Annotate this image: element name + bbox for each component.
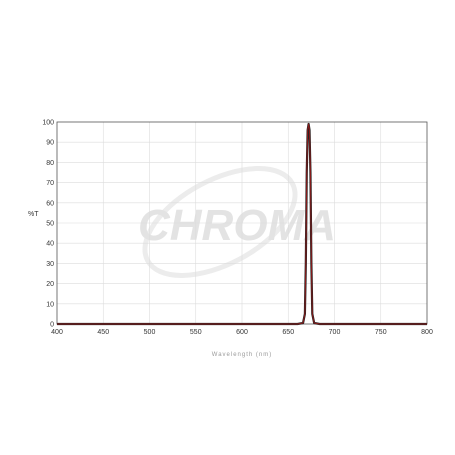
- x-tick-label: 800: [421, 329, 433, 336]
- y-tick-label: 0: [50, 322, 54, 329]
- x-axis-ticks: 400 450 500 550 600 650 700 750 800: [51, 329, 433, 336]
- y-tick-label: 30: [46, 261, 54, 268]
- y-tick-label: 80: [46, 160, 54, 167]
- watermark-swoosh: [142, 166, 298, 278]
- y-tick-label: 20: [46, 281, 54, 288]
- x-tick-label: 500: [144, 329, 156, 336]
- y-tick-label: 70: [46, 180, 54, 187]
- y-tick-label: 50: [46, 221, 54, 228]
- y-tick-label: 90: [46, 140, 54, 147]
- x-tick-label: 700: [329, 329, 341, 336]
- series-line: [57, 123, 427, 325]
- x-tick-label: 550: [190, 329, 202, 336]
- chroma-watermark: CHROMA: [138, 166, 336, 278]
- series-layer: [57, 122, 427, 326]
- x-tick-label: 650: [282, 329, 294, 336]
- y-axis-ticks: 0 10 20 30 40 50 60 70 80 90 100: [42, 120, 54, 329]
- x-tick-label: 400: [51, 329, 63, 336]
- y-tick-label: 10: [46, 301, 54, 308]
- x-tick-label: 450: [97, 329, 109, 336]
- y-tick-label: 40: [46, 241, 54, 248]
- y-axis-title: %T: [28, 211, 39, 218]
- x-axis-title: Wavelength (nm): [212, 352, 272, 358]
- grid-lines: [57, 122, 427, 324]
- y-tick-label: 60: [46, 200, 54, 207]
- y-tick-label: 100: [42, 120, 54, 127]
- x-tick-label: 750: [375, 329, 387, 336]
- x-tick-label: 600: [236, 329, 248, 336]
- watermark-text: CHROMA: [138, 201, 336, 250]
